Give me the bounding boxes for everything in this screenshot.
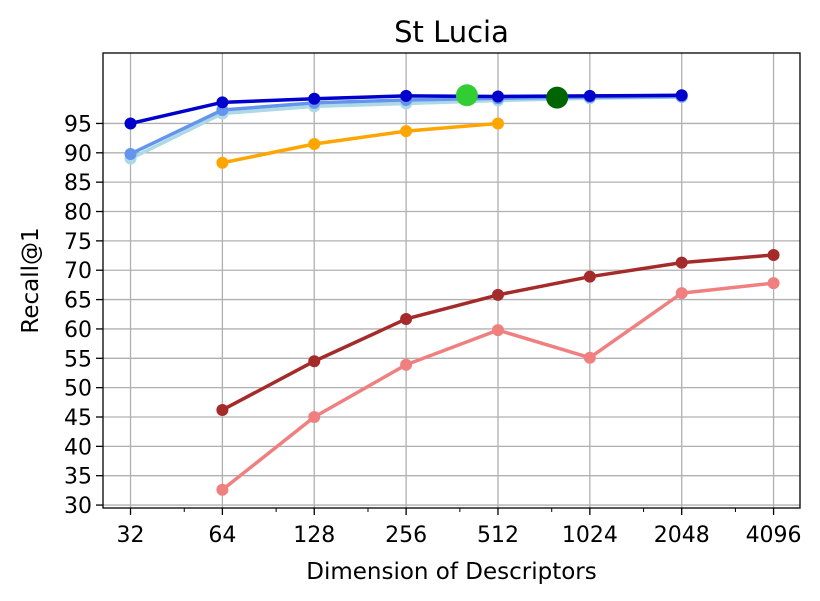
highlight-point	[455, 84, 478, 107]
x-tick-label: 512	[477, 523, 519, 548]
x-axis-label: Dimension of Descriptors	[306, 559, 597, 585]
data-point	[216, 483, 229, 496]
y-tick-label: 30	[64, 494, 92, 519]
data-point	[400, 358, 413, 371]
data-point	[308, 411, 321, 423]
data-point	[124, 147, 137, 160]
data-point	[491, 288, 504, 301]
series-group	[124, 89, 780, 496]
y-tick-label: 85	[64, 171, 92, 196]
series-3	[216, 117, 504, 169]
plot-frame	[102, 52, 801, 509]
series-0	[124, 89, 688, 130]
y-tick-label: 80	[64, 201, 92, 226]
y-axis-label: Recall@1	[18, 227, 44, 333]
x-tick-label: 2048	[654, 523, 710, 548]
ticks	[96, 122, 775, 515]
y-tick-label: 90	[64, 142, 92, 167]
y-tick-label: 75	[64, 230, 92, 255]
grid	[103, 53, 800, 508]
data-point	[400, 125, 413, 138]
series-5	[216, 277, 780, 496]
y-tick-label: 95	[64, 112, 92, 137]
data-point	[400, 312, 413, 325]
x-tick-label: 128	[293, 523, 335, 548]
data-point	[583, 270, 596, 283]
y-tick-label: 35	[64, 465, 92, 490]
data-point	[216, 96, 229, 109]
data-point	[583, 89, 596, 102]
data-point	[308, 92, 321, 105]
y-tick-label: 45	[64, 406, 92, 431]
series-4	[216, 248, 780, 416]
y-tick-label: 65	[64, 289, 92, 314]
y-tick-label: 50	[64, 377, 92, 402]
data-point	[491, 324, 504, 337]
highlight-point	[546, 86, 569, 109]
data-point	[216, 403, 229, 416]
data-point	[308, 138, 321, 150]
data-point	[675, 89, 688, 102]
data-point	[400, 89, 413, 102]
data-point	[216, 156, 229, 169]
data-point	[583, 351, 596, 364]
y-tick-label: 40	[64, 435, 92, 460]
x-tick-label: 256	[385, 523, 427, 548]
x-tick-label: 4096	[746, 523, 802, 548]
data-point	[308, 355, 321, 368]
x-tick-label: 32	[117, 523, 145, 548]
y-tick-label: 55	[64, 347, 92, 372]
chart-title: St Lucia	[394, 15, 509, 49]
data-point	[767, 277, 780, 290]
data-point	[491, 117, 504, 130]
highlight-points	[455, 84, 569, 109]
data-point	[675, 287, 688, 300]
y-tick-label: 60	[64, 318, 92, 343]
x-tick-label: 1024	[562, 523, 618, 548]
data-point	[767, 248, 780, 261]
x-tick-label: 64	[208, 523, 236, 548]
y-tick-label: 70	[64, 259, 92, 284]
series-line	[220, 121, 500, 165]
data-point	[675, 256, 688, 269]
tick-labels: 32 64 128 256 512 1024 2048 4096 30 35 40 45 50 55 60 6…	[64, 112, 802, 548]
data-point	[491, 90, 504, 103]
data-point	[124, 117, 137, 130]
